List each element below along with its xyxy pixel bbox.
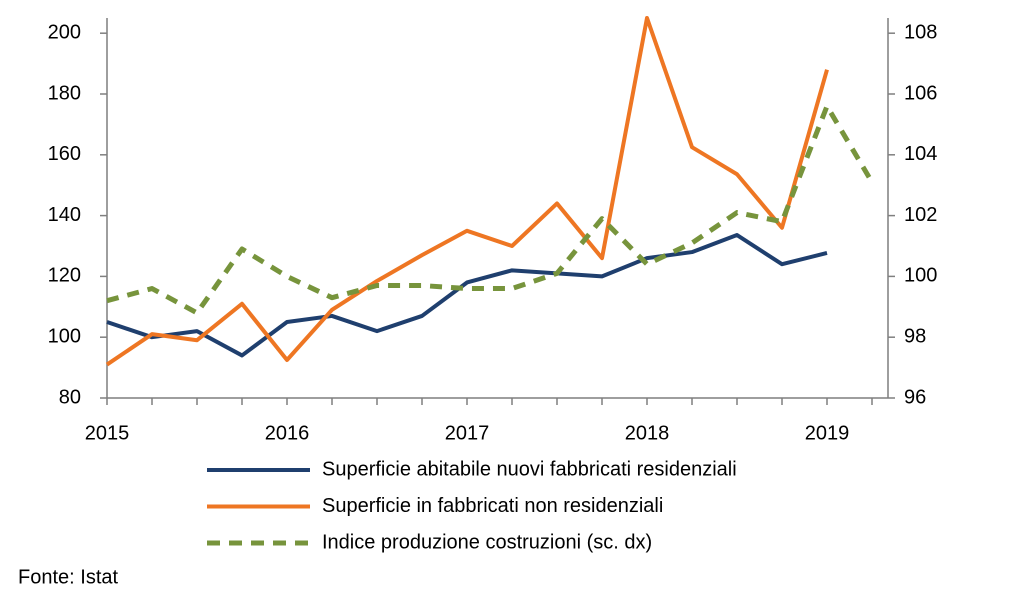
- y-tick-label: 80: [59, 386, 81, 408]
- y2-tick-label: 106: [904, 82, 937, 104]
- x-tick-label: 2017: [445, 422, 490, 444]
- legend-label: Superficie in fabbricati non residenzial…: [322, 495, 663, 517]
- x-tick-label: 2015: [85, 422, 130, 444]
- series-line: [106, 233, 828, 358]
- legend-label: Indice produzione costruzioni (sc. dx): [322, 531, 652, 553]
- x-tick-label: 2016: [265, 422, 310, 444]
- y2-tick-label: 100: [904, 265, 937, 287]
- y2-tick-label: 98: [904, 325, 926, 347]
- series-line: [106, 103, 875, 316]
- y-tick-label: 120: [48, 265, 81, 287]
- series-line: [105, 16, 829, 367]
- x-tick-label: 2019: [805, 422, 850, 444]
- y-tick-label: 100: [48, 325, 81, 347]
- y2-tick-label: 108: [904, 21, 937, 43]
- y2-tick-label: 104: [904, 143, 937, 165]
- y-tick-label: 180: [48, 82, 81, 104]
- y-tick-label: 140: [48, 204, 81, 226]
- y-tick-label: 200: [48, 21, 81, 43]
- y-tick-label: 160: [48, 143, 81, 165]
- y2-tick-label: 102: [904, 204, 937, 226]
- x-tick-label: 2018: [625, 422, 670, 444]
- y2-tick-label: 96: [904, 386, 926, 408]
- source: Fonte: Istat: [18, 566, 118, 588]
- legend-label: Superficie abitabile nuovi fabbricati re…: [322, 458, 737, 480]
